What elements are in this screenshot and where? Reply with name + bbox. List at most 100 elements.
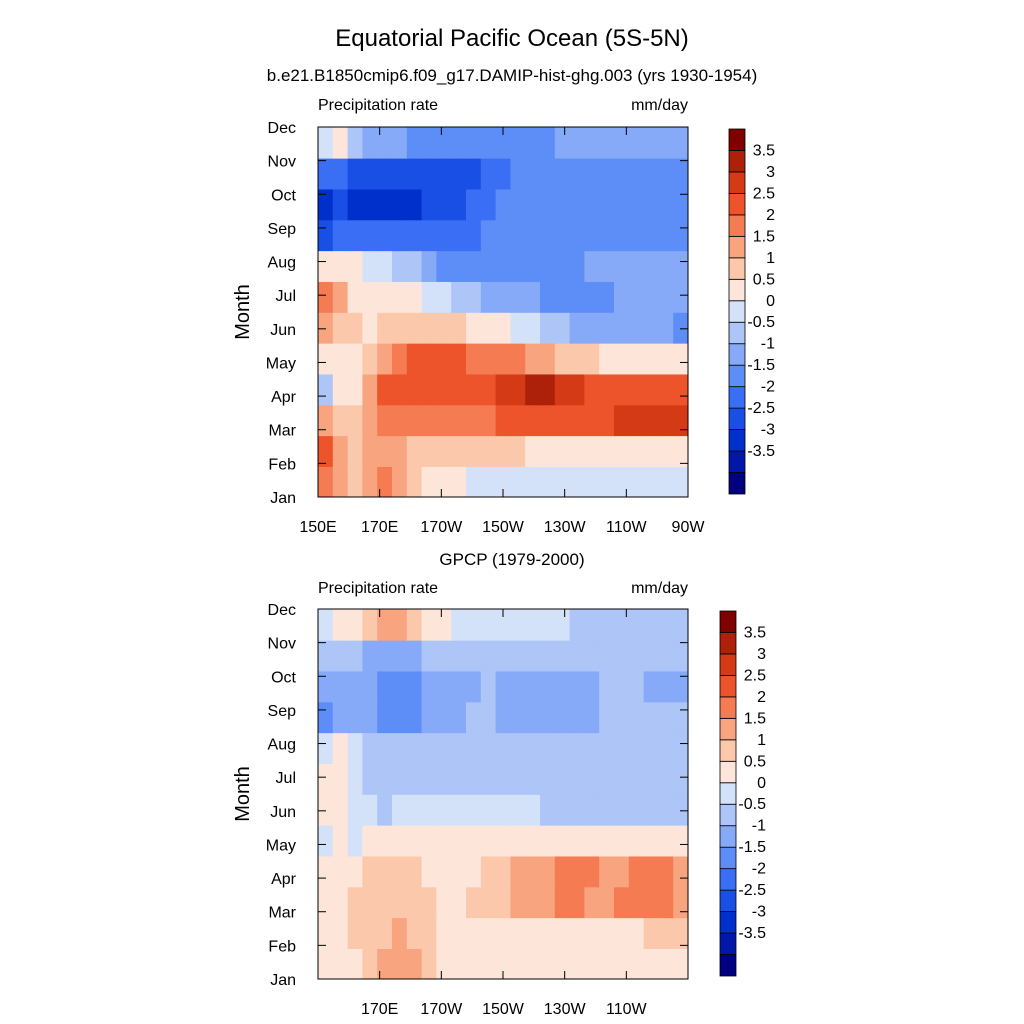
heatmap-cell: [377, 824, 393, 857]
heatmap-cell: [584, 219, 600, 252]
heatmap-cell: [599, 188, 615, 221]
heatmap-cell: [510, 763, 526, 795]
heatmap-cell: [347, 948, 364, 979]
heatmap-cell: [643, 763, 660, 795]
heatmap-cell: [480, 250, 497, 282]
heatmap-cell: [392, 219, 408, 252]
heatmap-cell: [480, 404, 497, 437]
heatmap-cell: [347, 609, 364, 641]
heatmap-panel-2: GPCP (1979-2000)Precipitation rate mm/day…: [232, 550, 766, 1018]
heatmap-cell: [540, 312, 556, 344]
colorbar-label: 2.5: [753, 185, 775, 202]
heatmap-cell: [584, 794, 600, 826]
heatmap-cell: [406, 373, 423, 406]
heatmap-cell: [466, 639, 482, 672]
heatmap-cell: [554, 188, 571, 221]
y-axis-title: Month: [232, 284, 254, 340]
heatmap-cell: [510, 609, 526, 641]
heatmap-cell: [540, 763, 556, 795]
heatmap-cell: [436, 127, 452, 159]
heatmap-cell: [436, 948, 452, 979]
heatmap-cell: [318, 250, 334, 282]
heatmap-cell: [569, 886, 586, 919]
heatmap-cell: [495, 701, 512, 734]
heatmap-cell: [658, 188, 674, 221]
heatmap-cell: [451, 373, 467, 406]
heatmap-cell: [436, 342, 452, 375]
heatmap-cell: [332, 127, 349, 159]
heatmap-cell: [436, 886, 452, 919]
heatmap-cell: [377, 250, 393, 282]
heatmap-cell: [436, 732, 452, 764]
heatmap-cell: [525, 855, 541, 888]
heatmap-cell: [495, 312, 512, 344]
colorbar-swatch: [719, 803, 737, 827]
heatmap-cell: [480, 188, 497, 221]
x-tick-label: 150E: [299, 519, 336, 536]
colorbar-swatch: [728, 472, 746, 495]
heatmap-cell: [614, 639, 630, 672]
heatmap-cell: [347, 188, 364, 221]
y-tick-label: May: [266, 837, 296, 854]
heatmap-cell: [362, 466, 378, 497]
colorbar-label: -1: [752, 818, 766, 835]
colorbar-label: 3: [757, 646, 766, 663]
colorbar-label: -2: [752, 861, 766, 878]
heatmap-cell: [569, 466, 586, 497]
heatmap-cell: [510, 435, 526, 467]
heatmap-cell: [406, 404, 423, 437]
heatmap-cell: [392, 127, 408, 159]
heatmap-cell: [362, 188, 378, 221]
heatmap-cell: [377, 342, 393, 375]
heatmap-cell: [495, 127, 512, 159]
heatmap-cell: [362, 917, 378, 949]
colorbar-swatch: [719, 825, 737, 848]
heatmap-cell: [362, 886, 378, 919]
heatmap-cell: [540, 948, 556, 979]
heatmap-cell: [318, 127, 334, 159]
heatmap-cell: [614, 373, 630, 406]
heatmap-cell: [332, 312, 349, 344]
heatmap-cell: [643, 886, 660, 919]
heatmap-cell: [392, 404, 408, 437]
colorbar-swatch: [728, 407, 746, 430]
heatmap-cell: [673, 886, 688, 919]
heatmap-cell: [673, 435, 688, 467]
heatmap-cell: [451, 312, 467, 344]
heatmap-cell: [510, 670, 526, 703]
heatmap-cell: [614, 127, 630, 159]
heatmap-cell: [614, 794, 630, 826]
heatmap-cell: [673, 701, 688, 734]
heatmap-cell: [643, 794, 660, 826]
heatmap-cell: [377, 466, 393, 497]
heatmap-cell: [643, 701, 660, 734]
heatmap-cell: [614, 917, 630, 949]
heatmap-cell: [569, 281, 586, 313]
heatmap-cell: [658, 373, 674, 406]
heatmap-cell: [554, 609, 571, 641]
heatmap-cell: [406, 794, 423, 826]
colorbar-swatch: [719, 675, 737, 698]
heatmap-cell: [406, 342, 423, 375]
main-title: Equatorial Pacific Ocean (5S-5N): [335, 25, 688, 52]
heatmap-cell: [643, 342, 660, 375]
heatmap-cell: [658, 250, 674, 282]
colorbar-swatch: [719, 653, 737, 676]
y-tick-label: Jun: [270, 322, 296, 339]
heatmap-cell: [332, 342, 349, 375]
heatmap-cell: [332, 670, 349, 703]
heatmap-cell: [599, 670, 615, 703]
heatmap-cell: [643, 250, 660, 282]
heatmap-cell: [554, 312, 571, 344]
heatmap-cell: [628, 281, 645, 313]
colorbar-swatch: [719, 846, 737, 870]
colorbar-swatch: [719, 954, 737, 977]
heatmap-cell: [466, 670, 482, 703]
heatmap-cell: [599, 917, 615, 949]
heatmap-cell: [599, 373, 615, 406]
heatmap-cell: [510, 639, 526, 672]
heatmap-cell: [495, 948, 512, 979]
heatmap-cell: [628, 342, 645, 375]
heatmap-cell: [421, 219, 438, 252]
heatmap-cell: [466, 948, 482, 979]
